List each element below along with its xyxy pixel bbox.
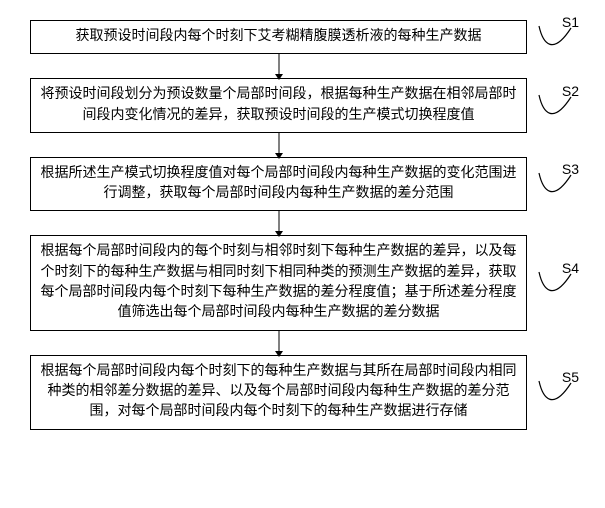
arrow-down-icon (30, 331, 527, 355)
step-row: 将预设时间段划分为预设数量个局部时间段，根据每种生产数据在相邻局部时间段内变化情… (30, 78, 575, 133)
step-id-label: S5 (562, 369, 579, 385)
hook-icon: S3 (535, 167, 575, 201)
step-box: 根据每个局部时间段内的每个时刻与相邻时刻下每种生产数据的差异，以及每个时刻下的每… (30, 235, 527, 330)
hook-icon: S2 (535, 89, 575, 123)
step-row: 根据每个局部时间段内的每个时刻与相邻时刻下每种生产数据的差异，以及每个时刻下的每… (30, 235, 575, 330)
hook-icon: S5 (535, 375, 575, 409)
arrow-row (30, 331, 575, 355)
step-hook-col: S1 (535, 20, 575, 54)
arrow-down-icon (30, 133, 527, 157)
arrow-row (30, 54, 575, 78)
step-row: 根据所述生产模式切换程度值对每个局部时间段内每种生产数据的变化范围进行调整，获取… (30, 157, 575, 212)
arrow-row (30, 133, 575, 157)
step-hook-col: S2 (535, 89, 575, 123)
step-id-label: S3 (562, 161, 579, 177)
step-box: 获取预设时间段内每个时刻下艾考糊精腹膜透析液的每种生产数据 (30, 20, 527, 54)
step-box: 根据所述生产模式切换程度值对每个局部时间段内每种生产数据的变化范围进行调整，获取… (30, 157, 527, 212)
arrow-row (30, 211, 575, 235)
hook-icon: S1 (535, 20, 575, 54)
step-row: 获取预设时间段内每个时刻下艾考糊精腹膜透析液的每种生产数据 S1 (30, 20, 575, 54)
step-box: 将预设时间段划分为预设数量个局部时间段，根据每种生产数据在相邻局部时间段内变化情… (30, 78, 527, 133)
step-id-label: S4 (562, 260, 579, 276)
step-row: 根据每个局部时间段内每个时刻下的每种生产数据与其所在局部时间段内相同种类的相邻差… (30, 355, 575, 430)
step-hook-col: S4 (535, 266, 575, 300)
step-id-label: S1 (562, 14, 579, 30)
step-hook-col: S3 (535, 167, 575, 201)
step-box: 根据每个局部时间段内每个时刻下的每种生产数据与其所在局部时间段内相同种类的相邻差… (30, 355, 527, 430)
step-hook-col: S5 (535, 375, 575, 409)
step-id-label: S2 (562, 83, 579, 99)
hook-icon: S4 (535, 266, 575, 300)
arrow-down-icon (30, 211, 527, 235)
arrow-down-icon (30, 54, 527, 78)
flowchart-root: 获取预设时间段内每个时刻下艾考糊精腹膜透析液的每种生产数据 S1 将预设时间段划… (30, 20, 575, 430)
